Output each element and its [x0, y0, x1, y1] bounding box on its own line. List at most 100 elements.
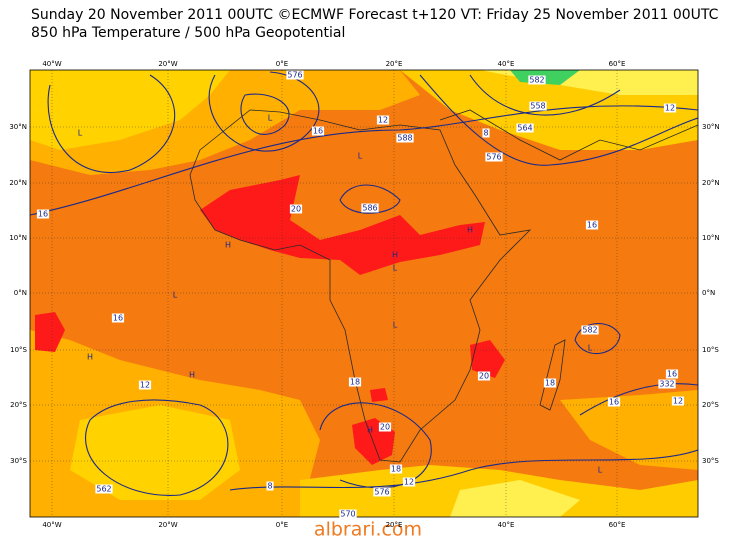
- pressure-centre: L: [393, 264, 398, 273]
- longitude-label: 60°E: [609, 60, 626, 68]
- contour-label: 586: [362, 204, 377, 213]
- longitude-label: 40°E: [498, 60, 515, 68]
- latitude-label: 10°N: [702, 234, 720, 242]
- contour-label-box: [311, 126, 325, 136]
- latitude-label: 10°N: [9, 234, 27, 242]
- pressure-centre: L: [393, 321, 398, 330]
- longitude-label: 0°E: [276, 521, 288, 529]
- longitude-label: 60°E: [609, 521, 626, 529]
- contour-label-box: [348, 377, 362, 387]
- contour-label-box: [339, 509, 357, 519]
- pressure-centre: H: [392, 251, 398, 260]
- hot-area: [370, 388, 388, 402]
- contour-label: 12: [378, 116, 388, 125]
- cool-band: [560, 390, 698, 470]
- contour-label-box: [376, 115, 390, 125]
- longitude-label: 20°E: [386, 60, 403, 68]
- contour-label-box: [396, 133, 414, 143]
- cold-band: [70, 405, 240, 500]
- latitude-label: 30°N: [9, 123, 27, 131]
- longitude-label: 40°E: [498, 521, 515, 529]
- latitude-label: 30°S: [10, 457, 27, 465]
- contour-label: 16: [667, 370, 677, 379]
- contour-label-box: [289, 204, 303, 214]
- title: Sunday 20 November 2011 00UTC ©ECMWF For…: [31, 7, 719, 23]
- latitude-label: 10°S: [702, 346, 719, 354]
- latitude-label: 20°N: [9, 179, 27, 187]
- contour-label: 12: [673, 397, 683, 406]
- contour-label: 8: [483, 129, 488, 138]
- contour-label-box: [138, 380, 152, 390]
- contour-label: 570: [340, 510, 355, 519]
- pressure-centre: H: [87, 353, 93, 362]
- latitude-label: 0°N: [702, 289, 715, 297]
- graticule: [30, 70, 698, 517]
- contour-label-box: [378, 422, 392, 432]
- latitude-label: 10°S: [10, 346, 27, 354]
- contour-label: 12: [404, 478, 414, 487]
- contour-label: 12: [665, 104, 675, 113]
- hot-area: [35, 312, 65, 352]
- contour-label-box: [658, 379, 676, 389]
- contour-label-box: [266, 481, 274, 491]
- contour-label: 16: [609, 398, 619, 407]
- hot-area: [200, 175, 485, 275]
- contour-label-box: [402, 477, 416, 487]
- contour-label: 582: [529, 76, 544, 85]
- contour-label-box: [361, 203, 379, 213]
- longitude-label: 20°W: [158, 60, 177, 68]
- contour-label-box: [477, 371, 491, 381]
- contour-label: 576: [486, 153, 501, 162]
- contour-label: 16: [587, 221, 597, 230]
- geopotential-contours: [30, 71, 698, 496]
- contour-label-box: [607, 397, 621, 407]
- hot-area: [470, 340, 505, 378]
- cold-band: [450, 480, 580, 517]
- subtitle: 850 hPa Temperature / 500 hPa Geopotenti…: [31, 25, 345, 41]
- contour-label-box: [111, 313, 125, 323]
- longitude-label: 20°W: [158, 521, 177, 529]
- contour-label: 332: [659, 380, 674, 389]
- longitude-label: 40°W: [42, 521, 61, 529]
- contour-label-box: [528, 75, 546, 85]
- longitude-label: 40°W: [42, 60, 61, 68]
- contour-label: 562: [96, 485, 111, 494]
- contour-label-box: [585, 220, 599, 230]
- contour-label-box: [671, 396, 685, 406]
- latitude-label: 20°S: [10, 401, 27, 409]
- contour-label-box: [581, 325, 599, 335]
- contour-label: 16: [38, 210, 48, 219]
- longitude-label: 20°E: [386, 521, 403, 529]
- map-frame: [29, 69, 699, 518]
- contour-label: 18: [545, 379, 555, 388]
- pressure-centre: H: [367, 426, 373, 435]
- pressure-centre: L: [598, 466, 603, 475]
- contour-label-box: [389, 464, 403, 474]
- pressure-centre: L: [588, 344, 593, 353]
- contour-label-box: [543, 378, 557, 388]
- contour-label: 588: [397, 134, 412, 143]
- contour-label-box: [665, 369, 679, 379]
- pressure-centre: L: [268, 114, 273, 123]
- contour-label: 582: [582, 326, 597, 335]
- contour-label-box: [36, 209, 50, 219]
- contour-label-box: [286, 70, 304, 80]
- map-area: [30, 70, 698, 517]
- contour-label: 20: [291, 205, 301, 214]
- latitude-label: 30°S: [702, 457, 719, 465]
- pressure-centre: L: [358, 152, 363, 161]
- latitude-label: 30°N: [702, 123, 720, 131]
- pressure-centre: L: [173, 291, 178, 300]
- contour-label-box: [516, 123, 534, 133]
- contour-label-box: [529, 101, 547, 111]
- contour-label-box: [485, 152, 503, 162]
- watermark: albrari.com: [314, 519, 422, 539]
- contour-label: 8: [267, 482, 272, 491]
- contour-label: 576: [287, 71, 302, 80]
- contour-label: 16: [313, 127, 323, 136]
- coastlines: [189, 109, 698, 463]
- contour-label: 564: [517, 124, 532, 133]
- pressure-centre: H: [189, 371, 195, 380]
- contour-label: 576: [374, 488, 389, 497]
